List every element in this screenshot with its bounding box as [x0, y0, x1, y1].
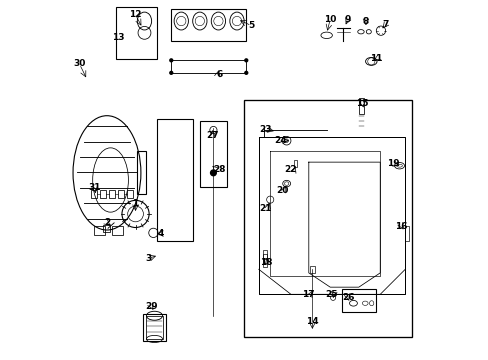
Text: 29: 29 [145, 302, 158, 311]
Text: 12: 12 [129, 10, 142, 19]
Circle shape [244, 71, 247, 74]
Text: 16: 16 [395, 222, 407, 231]
Bar [263, 254, 266, 263]
Bar [91, 190, 97, 198]
Bar [342, 289, 376, 312]
Bar [263, 258, 266, 267]
Text: 23: 23 [259, 126, 272, 135]
Text: 15: 15 [355, 99, 368, 108]
Text: 2: 2 [103, 219, 110, 228]
Text: 8: 8 [362, 17, 368, 26]
Bar [200, 121, 226, 187]
Circle shape [244, 59, 247, 62]
Text: 9: 9 [344, 15, 350, 24]
Text: 30: 30 [73, 59, 85, 68]
Bar [293, 159, 296, 167]
Text: 3: 3 [144, 254, 151, 263]
Bar [100, 190, 106, 198]
Text: 28: 28 [213, 165, 225, 174]
Bar [146, 316, 163, 339]
Bar [263, 249, 266, 258]
Circle shape [210, 170, 216, 176]
Text: 7: 7 [382, 20, 388, 29]
Text: 20: 20 [275, 186, 287, 195]
Bar [112, 226, 123, 235]
Text: 17: 17 [301, 290, 314, 299]
Text: 10: 10 [324, 15, 336, 24]
Bar [94, 226, 105, 235]
Bar [244, 100, 411, 337]
Text: 27: 27 [205, 131, 218, 140]
Bar [157, 119, 192, 241]
Text: 26: 26 [341, 293, 354, 302]
Text: 5: 5 [248, 21, 254, 30]
Text: 21: 21 [259, 204, 271, 213]
Circle shape [169, 71, 172, 74]
Text: 25: 25 [325, 290, 337, 299]
Text: 31: 31 [88, 183, 101, 192]
Circle shape [169, 59, 172, 62]
Bar [126, 190, 133, 198]
Bar [103, 225, 110, 232]
Bar [118, 190, 124, 198]
Bar [108, 190, 115, 198]
Bar [171, 9, 246, 41]
Text: 11: 11 [370, 54, 382, 63]
Text: 6: 6 [216, 70, 222, 79]
Bar [142, 314, 165, 341]
Bar [404, 226, 408, 241]
Text: 1: 1 [132, 199, 139, 208]
Bar [116, 7, 157, 59]
Text: 18: 18 [259, 258, 272, 267]
Bar [358, 98, 364, 114]
Text: 24: 24 [273, 136, 286, 145]
Text: 4: 4 [157, 229, 163, 238]
Bar [137, 152, 146, 194]
Text: 13: 13 [112, 33, 125, 42]
Text: 14: 14 [305, 316, 318, 325]
Text: 19: 19 [386, 159, 399, 168]
Bar [309, 266, 314, 273]
Text: 22: 22 [284, 165, 297, 174]
